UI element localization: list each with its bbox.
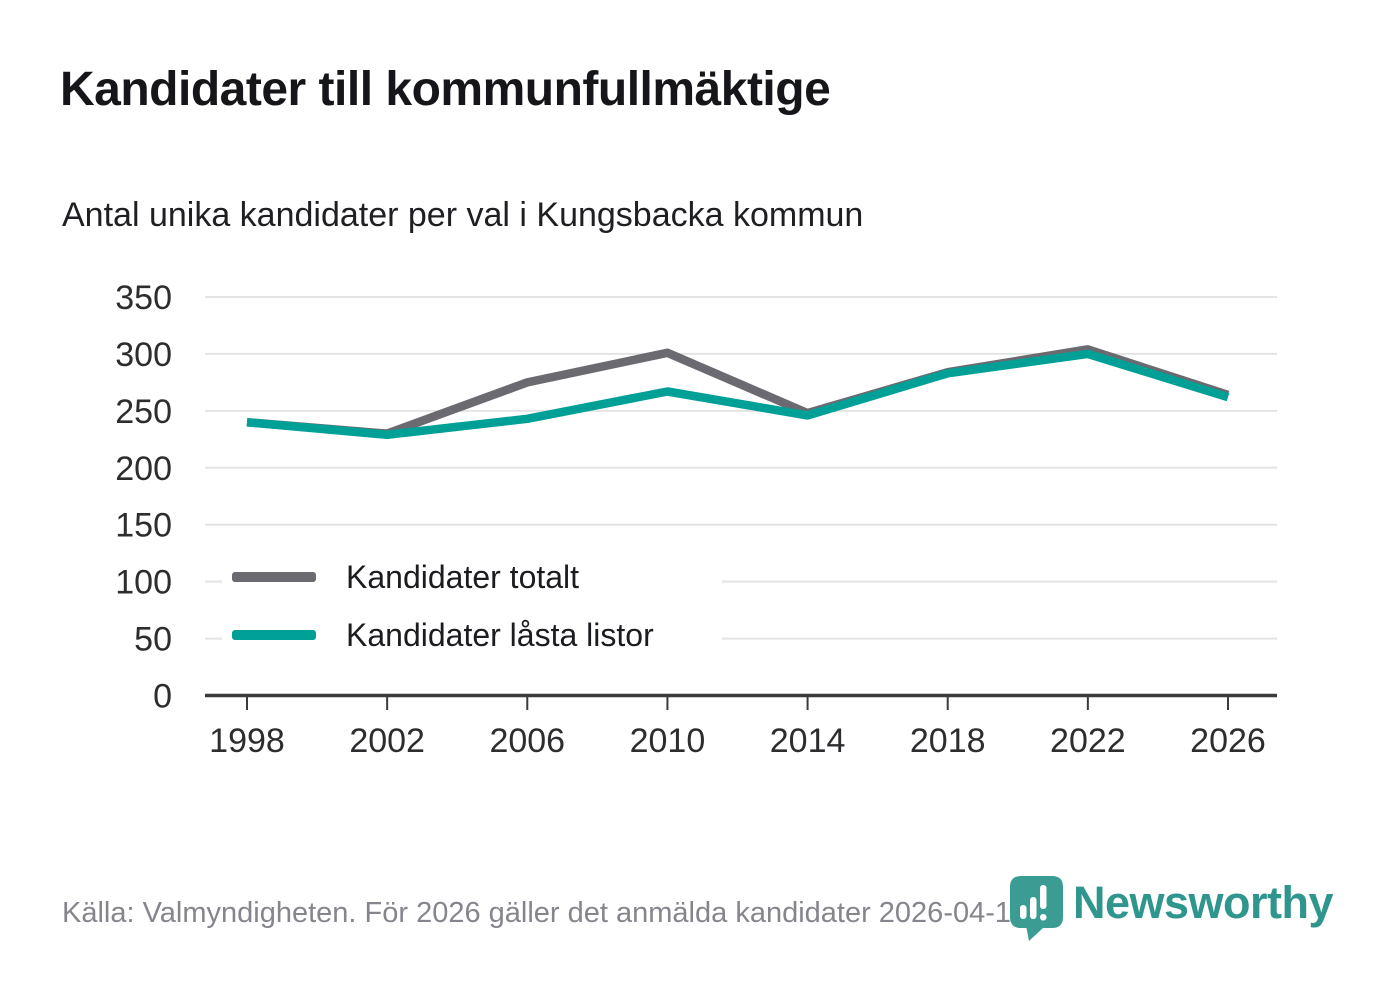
y-tick-label: 0	[153, 678, 172, 716]
y-tick-label: 100	[115, 564, 172, 602]
source-note: Källa: Valmyndigheten. För 2026 gäller d…	[62, 897, 1036, 929]
y-tick-label: 200	[115, 450, 172, 488]
series-line-kandidater-totalt	[246, 345, 1230, 438]
legend-item-lasta-listor: Kandidater låsta listor	[222, 607, 722, 663]
x-tick-label: 2002	[349, 722, 425, 760]
legend-item-totalt: Kandidater totalt	[222, 549, 722, 605]
x-tick-label: 2014	[770, 722, 846, 760]
x-tick-label: 2018	[910, 722, 986, 760]
x-tick-label: 1998	[209, 722, 285, 760]
page-subtitle: Antal unika kandidater per val i Kungsba…	[62, 196, 864, 234]
series-line-kandidater-l-sta-listor	[246, 349, 1230, 440]
x-tick-label: 2026	[1190, 722, 1266, 760]
y-tick-label: 150	[115, 507, 172, 545]
y-tick-label: 50	[134, 621, 172, 659]
newsworthy-pin-barchart-icon	[1010, 876, 1063, 941]
y-tick-label: 300	[115, 336, 172, 374]
legend-swatch-totalt	[232, 572, 316, 582]
x-tick-label: 2010	[630, 722, 706, 760]
legend-label-totalt: Kandidater totalt	[346, 558, 580, 595]
y-tick-label: 350	[115, 279, 172, 317]
y-tick-label: 250	[115, 393, 172, 431]
x-tick-label: 2022	[1050, 722, 1126, 760]
legend-swatch-lasta-listor	[232, 630, 316, 640]
legend-label-lasta-listor: Kandidater låsta listor	[346, 616, 654, 653]
page-title: Kandidater till kommunfullmäktige	[60, 63, 831, 116]
legend: Kandidater totalt Kandidater låsta listo…	[222, 549, 722, 663]
brand-name: Newsworthy	[1073, 877, 1334, 928]
x-tick-label: 2006	[489, 722, 565, 760]
